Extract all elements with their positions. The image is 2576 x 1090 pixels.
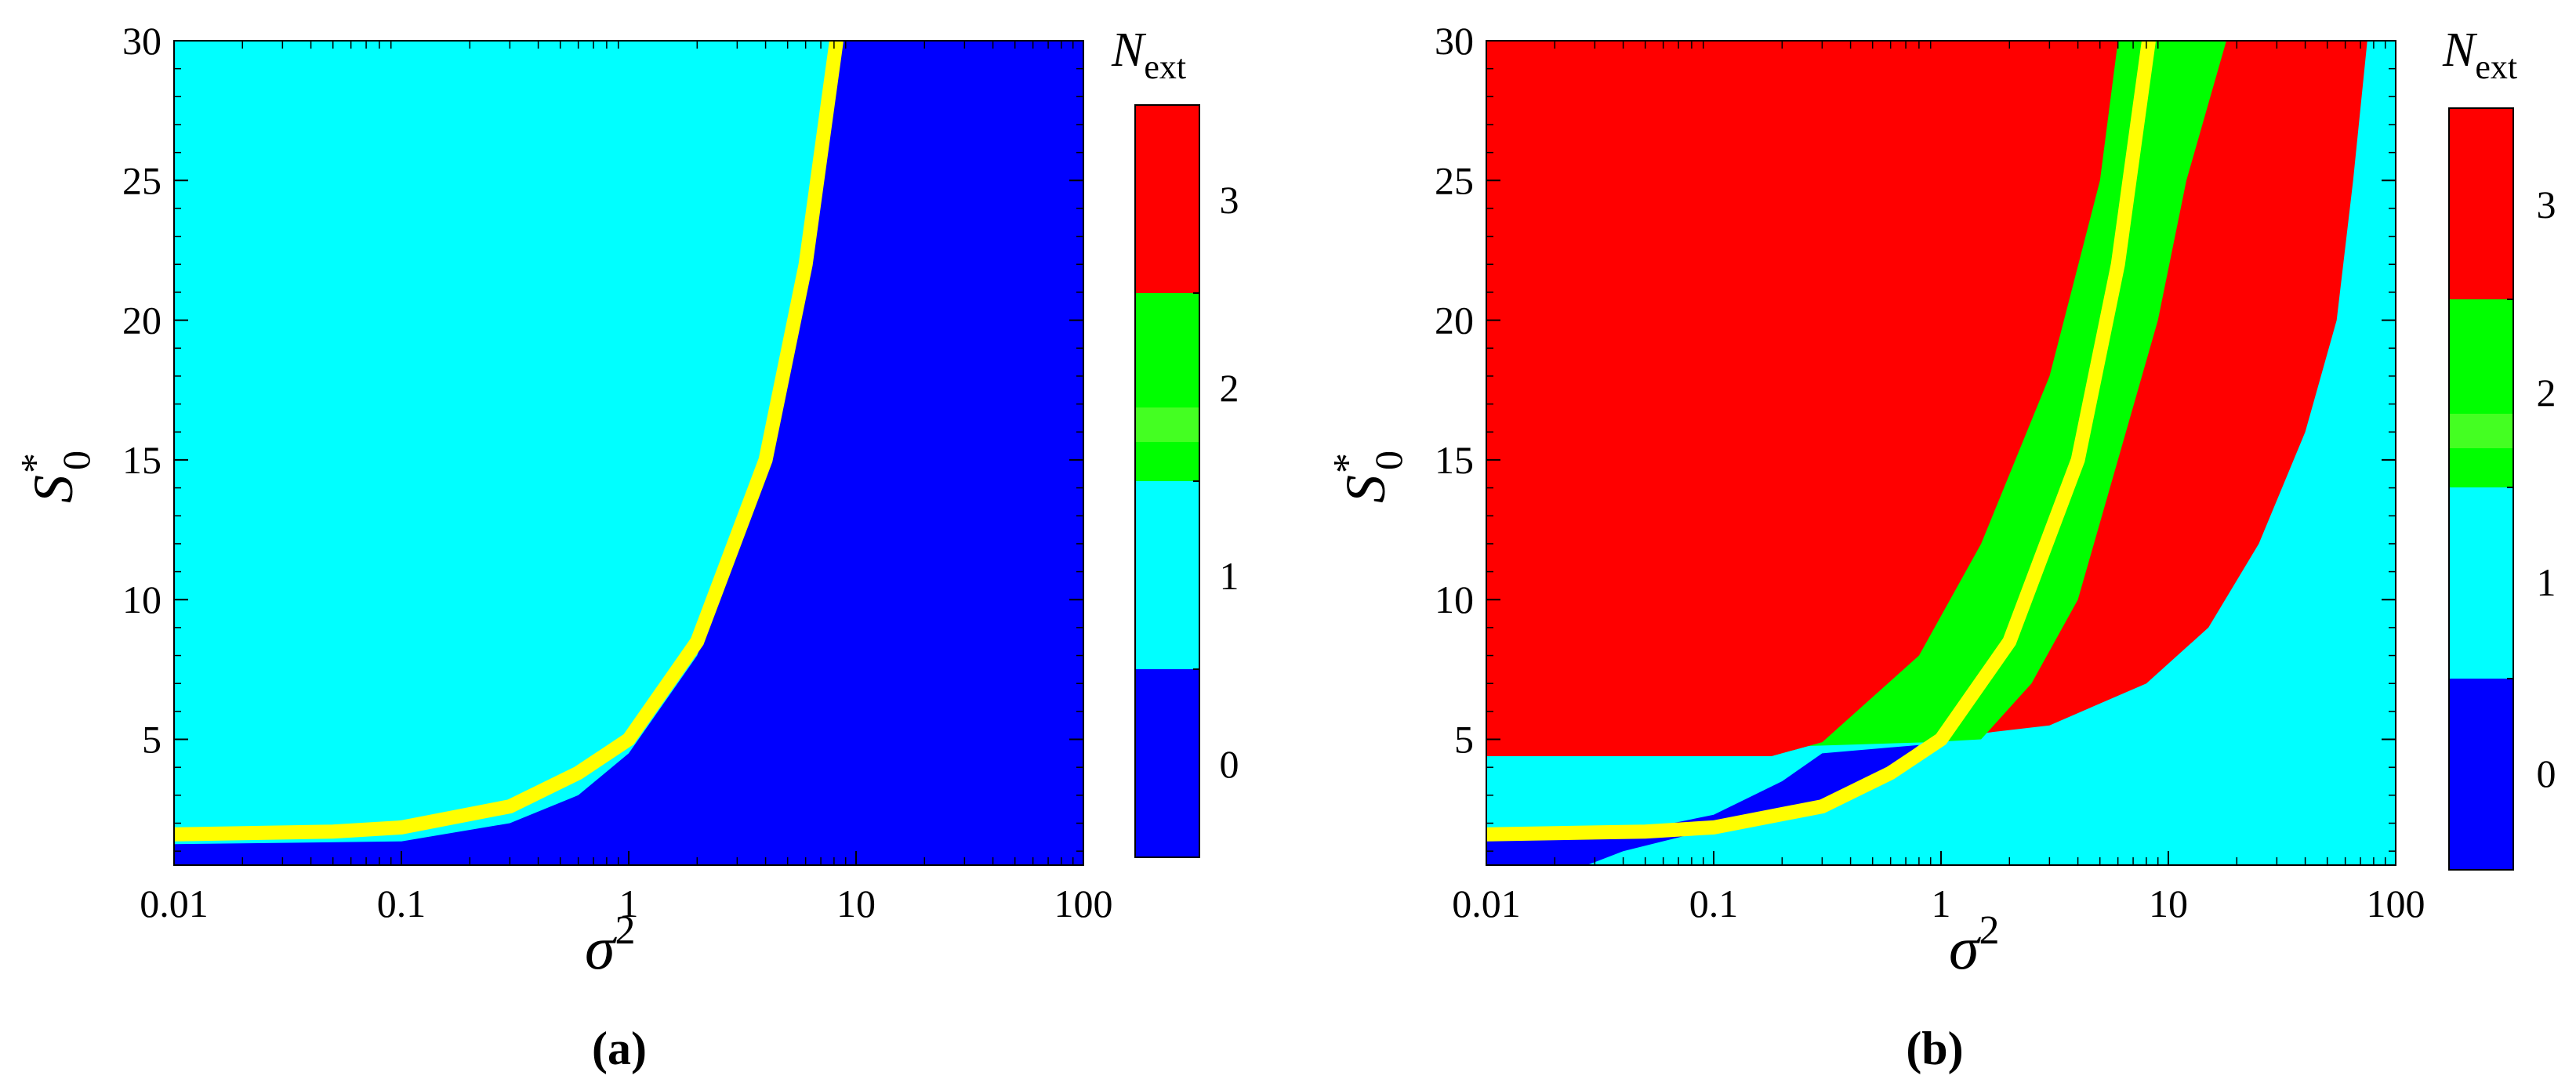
y-tick-label: 25 bbox=[1435, 158, 1474, 202]
axes-ticks-b: 0.01 0.1 1 10 100 5 10 15 20 25 30 bbox=[1435, 19, 2425, 925]
y-axis-label-a: S*0 bbox=[13, 451, 98, 503]
y-tick-label: 20 bbox=[122, 299, 161, 342]
colorbar-b: 3 2 1 0 Next bbox=[2442, 24, 2556, 871]
y-tick-label: 5 bbox=[142, 718, 161, 762]
colorbar-a-level-2 bbox=[1135, 293, 1199, 481]
y-tick-label: 10 bbox=[1435, 578, 1474, 621]
y-tick-label: 15 bbox=[122, 438, 161, 482]
x-tick-label: 0.1 bbox=[377, 882, 426, 925]
x-tick-label: 0.1 bbox=[1689, 882, 1739, 925]
x-tick-label: 0.01 bbox=[1452, 882, 1521, 925]
x-axis-label-a: σ2 bbox=[585, 908, 635, 982]
x-axis-label-b: σ2 bbox=[1949, 908, 1999, 982]
colorbar-b-label-2: 2 bbox=[2537, 371, 2556, 415]
colorbar-a: 3 2 1 0 Next bbox=[1111, 24, 1239, 858]
colorbar-b-level-2 bbox=[2449, 299, 2513, 487]
heatmap-b bbox=[1486, 41, 2396, 865]
region-a-one bbox=[174, 41, 840, 845]
region-b-two bbox=[1486, 41, 2226, 756]
y-tick-label: 25 bbox=[122, 158, 161, 202]
svg-text:S*0: S*0 bbox=[1326, 451, 1410, 503]
colorbar-b-label-0: 0 bbox=[2537, 751, 2556, 795]
yellow-curve-a bbox=[174, 41, 844, 842]
colorbar-b-level-2-band bbox=[2449, 414, 2513, 448]
panel-label-b: (b) bbox=[1906, 1023, 1963, 1074]
y-tick-label: 15 bbox=[1435, 438, 1474, 482]
yellow-curve-b bbox=[1486, 41, 2156, 842]
y-tick-label: 5 bbox=[1454, 718, 1474, 762]
colorbar-a-label-1: 1 bbox=[1220, 554, 1239, 598]
colorbar-a-level-2-band bbox=[1135, 407, 1199, 442]
y-axis-label-b: S*0 bbox=[1326, 451, 1410, 503]
colorbar-a-label-2: 2 bbox=[1220, 366, 1239, 410]
colorbar-b-label-1: 1 bbox=[2537, 560, 2556, 604]
x-tick-label: 1 bbox=[619, 882, 639, 925]
y-tick-label: 10 bbox=[122, 578, 161, 621]
colorbar-b-title: Next bbox=[2442, 24, 2517, 86]
y-tick-label: 20 bbox=[1435, 299, 1474, 342]
x-tick-label: 0.01 bbox=[140, 882, 209, 925]
axes-ticks-a: 0.01 0.1 1 10 100 5 10 15 20 25 30 bbox=[122, 19, 1113, 925]
colorbar-a-level-0 bbox=[1135, 669, 1199, 857]
svg-text:S*0: S*0 bbox=[13, 451, 98, 503]
y-tick-label: 30 bbox=[1435, 19, 1474, 63]
y-tick-label: 30 bbox=[122, 19, 161, 63]
colorbar-b-frame bbox=[2448, 107, 2514, 871]
colorbar-a-label-3: 3 bbox=[1220, 178, 1239, 222]
colorbar-b-level-0 bbox=[2449, 679, 2513, 870]
x-tick-label: 1 bbox=[1932, 882, 1951, 925]
x-tick-label: 100 bbox=[2367, 882, 2425, 925]
heatmap-a bbox=[174, 41, 1083, 865]
x-tick-label: 10 bbox=[2149, 882, 2188, 925]
colorbar-b-level-1 bbox=[2449, 487, 2513, 679]
panel-label-a: (a) bbox=[592, 1023, 647, 1074]
region-b-three-left bbox=[1486, 41, 2118, 756]
colorbar-a-level-3 bbox=[1135, 105, 1199, 293]
colorbar-a-label-0: 0 bbox=[1220, 742, 1239, 786]
x-tick-label: 10 bbox=[836, 882, 876, 925]
colorbar-a-title: Next bbox=[1111, 24, 1186, 86]
colorbar-a-level-1 bbox=[1135, 481, 1199, 669]
x-tick-label: 100 bbox=[1054, 882, 1113, 925]
colorbar-b-label-3: 3 bbox=[2537, 183, 2556, 226]
colorbar-b-level-3 bbox=[2449, 108, 2513, 299]
